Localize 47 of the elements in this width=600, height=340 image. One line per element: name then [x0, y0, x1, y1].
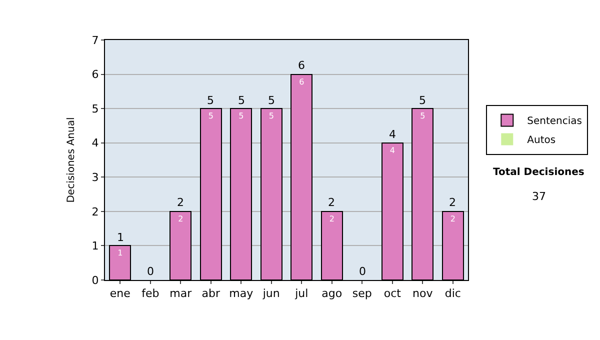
- text: 37: [532, 190, 546, 203]
- y-tick-label: 1: [92, 240, 99, 253]
- x-tick-label: jun: [262, 287, 280, 300]
- y-tick-label: 6: [92, 68, 99, 82]
- y-tick-label: 0: [92, 274, 99, 287]
- data-label: 2: [329, 214, 334, 224]
- y-tick-label: 2: [92, 205, 99, 218]
- y-tick-label: 3: [92, 170, 99, 184]
- text: Total Decisiones: [493, 167, 584, 178]
- legend-label: Sentencias: [527, 116, 582, 128]
- x-tick-label: ago: [322, 287, 342, 300]
- data-label: 5: [238, 112, 244, 121]
- y-tick-label: 7: [92, 34, 99, 47]
- total-label: 2: [328, 196, 335, 209]
- data-label: 6: [299, 77, 304, 86]
- y-tick-label: 4: [92, 136, 99, 150]
- x-tick-label: dic: [444, 287, 461, 300]
- data-label: 5: [420, 112, 426, 121]
- data-label: 4: [390, 146, 395, 155]
- total-label: 0: [147, 265, 154, 278]
- data-label: 5: [208, 112, 214, 121]
- total-label: 5: [238, 94, 245, 107]
- x-tick-label: may: [229, 287, 254, 300]
- total-label: 0: [359, 265, 366, 278]
- x-tick-label: ene: [110, 287, 131, 300]
- total-label: 2: [449, 196, 456, 209]
- data-label: 1: [118, 248, 123, 258]
- total-label: 5: [268, 94, 275, 107]
- total-label: 6: [298, 59, 305, 72]
- y-axis-title: Decisiones Anual: [66, 117, 77, 203]
- x-tick-label: jul: [294, 287, 308, 300]
- data-label: 2: [178, 214, 184, 224]
- total-label: 5: [419, 94, 426, 107]
- x-tick-label: abr: [202, 287, 220, 300]
- x-tick-label: mar: [170, 287, 192, 300]
- total-label: 2: [177, 196, 184, 209]
- x-tick-label: sep: [352, 287, 372, 300]
- total-label: 1: [117, 231, 124, 244]
- total-label: 5: [207, 94, 214, 107]
- legend-label: Autos: [527, 135, 556, 146]
- data-label: 5: [268, 112, 274, 121]
- y-tick-label: 5: [92, 102, 99, 116]
- data-label: 2: [450, 214, 456, 224]
- x-tick-label: nov: [412, 287, 434, 300]
- x-tick-label: feb: [142, 287, 160, 300]
- x-tick-label: oct: [384, 287, 402, 300]
- total-label: 4: [389, 128, 396, 141]
